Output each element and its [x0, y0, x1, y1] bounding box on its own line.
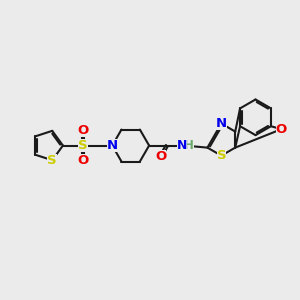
Text: O: O	[276, 123, 287, 136]
Text: S: S	[217, 149, 226, 162]
Text: N: N	[177, 139, 187, 152]
Text: N: N	[216, 117, 227, 130]
Text: O: O	[77, 154, 89, 167]
Text: O: O	[77, 124, 89, 136]
Text: O: O	[155, 150, 166, 163]
Text: H: H	[184, 139, 194, 152]
Text: N: N	[107, 139, 118, 152]
Text: S: S	[47, 154, 57, 167]
Text: S: S	[78, 139, 88, 152]
